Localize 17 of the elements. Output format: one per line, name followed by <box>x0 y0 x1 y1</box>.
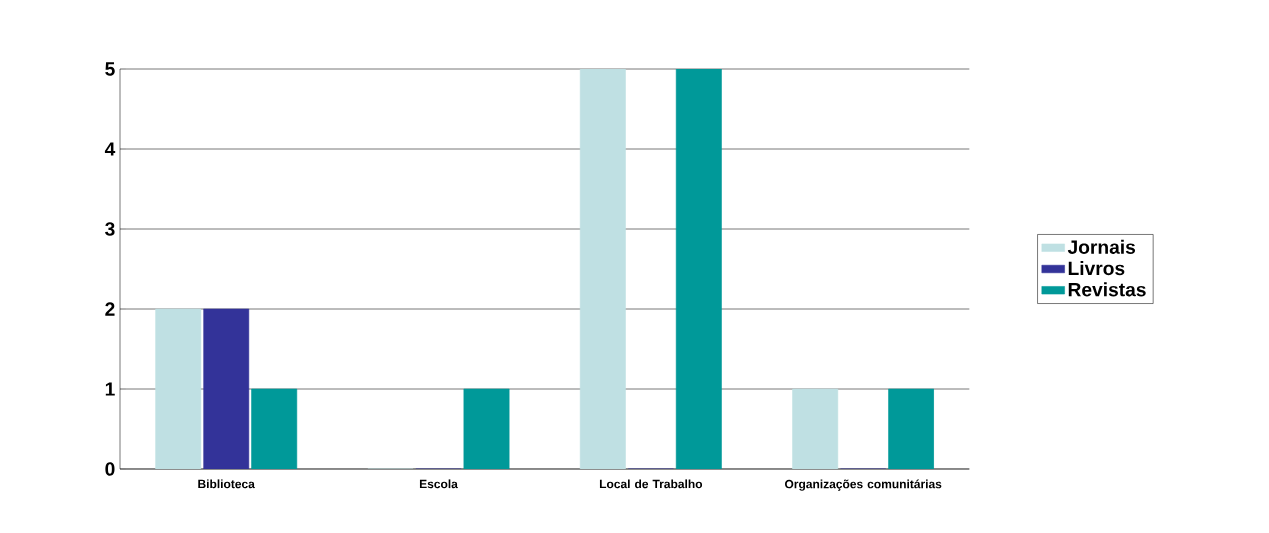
legend-label: Jornais <box>1067 239 1136 254</box>
y-tick-label: 0 <box>105 462 115 476</box>
y-tick-label: 1 <box>105 382 115 396</box>
legend-label: Revistas <box>1068 282 1146 297</box>
x-tick-label: Biblioteca <box>198 479 255 489</box>
y-tick-label: 2 <box>105 302 115 316</box>
y-tick-label: 3 <box>105 222 115 236</box>
x-tick-label: Organizações comunitárias <box>784 479 942 491</box>
x-tick-label: Escola <box>419 479 458 489</box>
y-tick-label: 4 <box>104 142 116 156</box>
bar <box>675 69 722 469</box>
bar <box>888 388 935 469</box>
bar <box>251 388 298 469</box>
x-tick-label: Local de Trabalho <box>599 479 703 489</box>
y-tick-label: 5 <box>105 62 115 76</box>
bar <box>463 388 510 469</box>
legend-label: Livros <box>1068 261 1125 276</box>
